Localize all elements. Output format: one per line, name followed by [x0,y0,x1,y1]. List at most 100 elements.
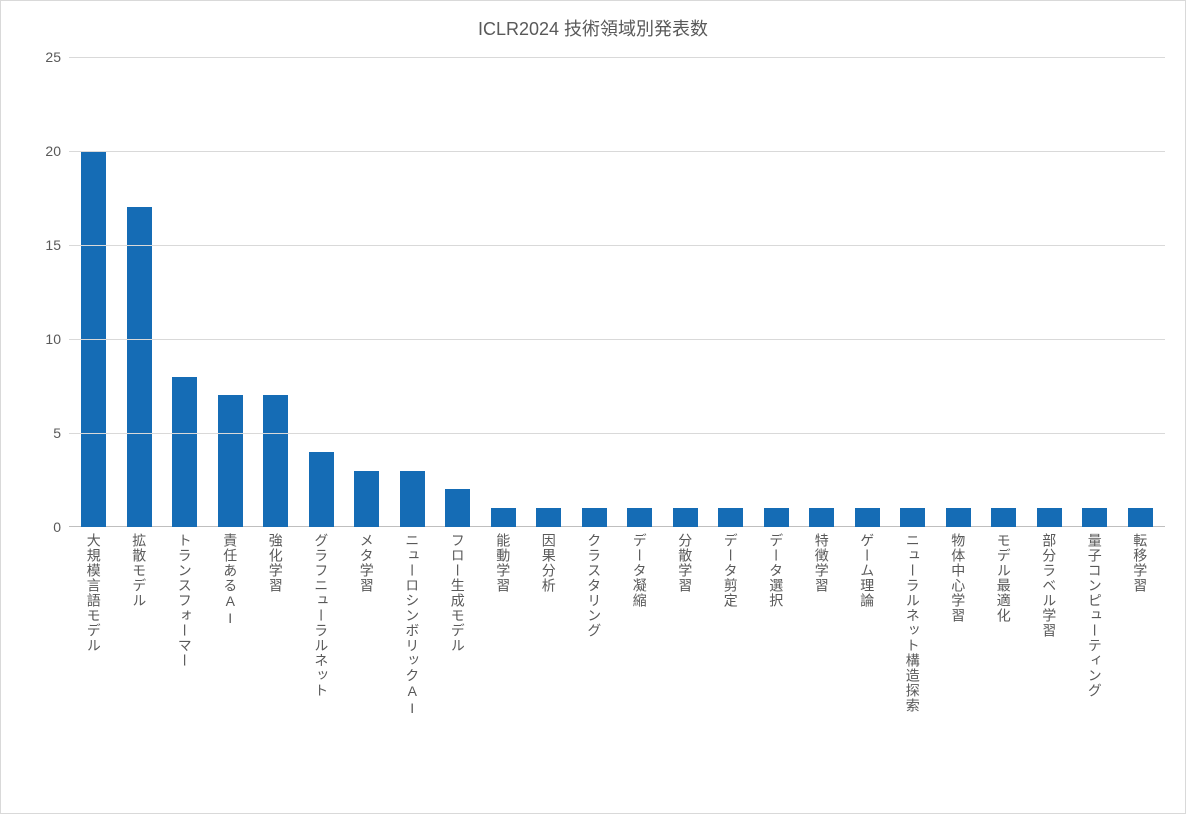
bar [809,508,834,527]
gridline [69,151,1165,152]
bar-slot [890,57,936,527]
bar-slot [617,57,663,527]
bar-slot [1072,57,1118,527]
bar-slot [162,57,208,527]
bar [855,508,880,527]
x-tick-label: ゲーム理論 [857,533,877,608]
bar [582,508,607,527]
bar [900,508,925,527]
bar-slot [344,57,390,527]
y-tick-label: 15 [9,237,69,253]
x-label-slot: ニューロシンボリックAI [390,533,436,805]
bar [491,508,516,527]
y-tick-label: 10 [9,331,69,347]
bar-slot [708,57,754,527]
x-tick-label: 部分ラベル学習 [1039,533,1059,638]
gridline [69,433,1165,434]
gridline [69,57,1165,58]
plot-area: 0510152025 [69,57,1165,527]
bar [991,508,1016,527]
y-tick-label: 25 [9,49,69,65]
x-tick-label: モデル最適化 [994,533,1014,623]
bar [354,471,379,527]
bar [718,508,743,527]
x-tick-label: 分散学習 [675,533,695,593]
x-tick-label: データ凝縮 [630,533,650,608]
bar [1082,508,1107,527]
bar-slot [253,57,299,527]
bar [764,508,789,527]
bar-slot [936,57,982,527]
x-tick-label: 拡散モデル [129,533,149,608]
bar [1128,508,1153,527]
bar-slot [663,57,709,527]
y-tick-label: 20 [9,143,69,159]
x-tick-label: 物体中心学習 [948,533,968,623]
x-label-slot: メタ学習 [344,533,390,805]
x-tick-label: 因果分析 [539,533,559,593]
x-tick-label: ニューロシンボリックAI [402,533,422,717]
gridline [69,339,1165,340]
x-tick-label: グラフニューラルネット [311,533,331,698]
x-label-slot: 責任あるAI [208,533,254,805]
x-axis-labels: 大規模言語モデル 拡散モデル トランスフォーマー 責任あるAI 強化学習グラフニューラル… [69,533,1165,805]
y-tick-label: 0 [9,519,69,535]
x-tick-label: 大規模言語モデル [84,533,104,653]
x-label-slot: 強化学習 [253,533,299,805]
bar [172,377,197,527]
bar-slot [981,57,1027,527]
x-tick-label: メタ学習 [357,533,377,593]
bar-slot [299,57,345,527]
x-tick-label: 特徴学習 [812,533,832,593]
x-label-slot: データ剪定 [708,533,754,805]
x-tick-label: ニューラルネット構造探索 [903,533,923,713]
x-tick-label: フロー生成モデル [448,533,468,653]
x-label-slot: 特徴学習 [799,533,845,805]
x-label-slot: ゲーム理論 [845,533,891,805]
x-label-slot: 大規模言語モデル [71,533,117,805]
x-tick-label: データ剪定 [721,533,741,608]
bar-slot [390,57,436,527]
x-tick-label: データ選択 [766,533,786,608]
x-label-slot: モデル最適化 [981,533,1027,805]
bar-slot [435,57,481,527]
bar-slot [754,57,800,527]
bar-slot [526,57,572,527]
x-label-slot: 部分ラベル学習 [1027,533,1073,805]
bar-slot [208,57,254,527]
bar [1037,508,1062,527]
x-label-slot: クラスタリング [572,533,618,805]
x-label-slot: グラフニューラルネット [299,533,345,805]
chart-container: ICLR2024 技術領域別発表数 0510152025 大規模言語モデル拡散モ… [0,0,1186,814]
bar [536,508,561,527]
y-tick-label: 5 [9,425,69,441]
bar-slot [572,57,618,527]
bar-slot [1027,57,1073,527]
bar [400,471,425,527]
bar [127,207,152,527]
x-label-slot: トランスフォーマー [162,533,208,805]
x-tick-label: トランスフォーマー [175,533,195,668]
x-label-slot: ニューラルネット構造探索 [890,533,936,805]
bar-slot [117,57,163,527]
x-tick-label: 転移学習 [1130,533,1150,593]
bars-group [69,57,1165,527]
bar [309,452,334,527]
bar [218,395,243,527]
x-label-slot: データ凝縮 [617,533,663,805]
bar-slot [845,57,891,527]
x-label-slot: 分散学習 [663,533,709,805]
x-label-slot: 物体中心学習 [936,533,982,805]
bar [627,508,652,527]
x-tick-label: クラスタリング [584,533,604,638]
x-label-slot: 量子コンピューティング [1072,533,1118,805]
x-label-slot: 因果分析 [526,533,572,805]
x-label-slot: 拡散モデル [117,533,163,805]
bar [946,508,971,527]
bar [263,395,288,527]
bar-slot [799,57,845,527]
x-tick-label: 量子コンピューティング [1085,533,1105,698]
bar-slot [71,57,117,527]
x-label-slot: データ選択 [754,533,800,805]
x-tick-label: 責任あるAI [220,533,240,627]
